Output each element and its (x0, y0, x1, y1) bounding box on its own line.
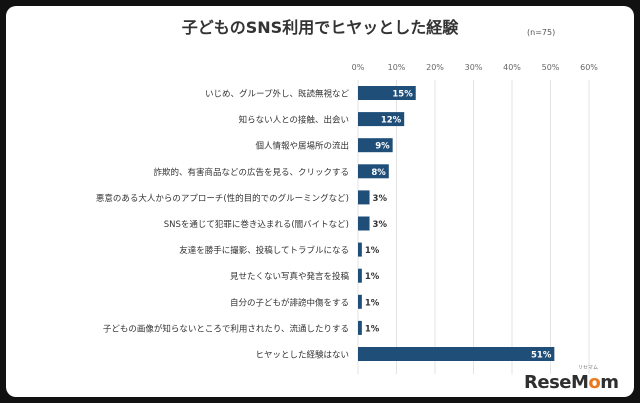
value-label: 1% (365, 246, 380, 256)
bar (358, 320, 362, 335)
bar (358, 294, 362, 309)
value-label: 51% (531, 351, 552, 361)
bar (358, 112, 405, 127)
x-tick-label: 60% (580, 63, 598, 72)
brand-logo: ReseMom (524, 372, 619, 393)
value-label: 8% (371, 168, 386, 178)
brand-tag: リセマム (578, 365, 599, 371)
category-label: 個人情報や居場所の流出 (255, 141, 349, 152)
x-tick-label: 40% (503, 63, 521, 72)
category-label: 悪意のある大人からのアプローチ(性的目的でのグルーミングなど) (96, 193, 349, 204)
x-tick-label: 10% (388, 63, 406, 72)
bar (358, 216, 370, 231)
brand-accent-letter: o (588, 372, 601, 393)
value-label: 1% (365, 324, 380, 334)
value-label: 3% (373, 220, 388, 230)
value-label: 3% (373, 194, 388, 204)
bar (358, 268, 362, 283)
bar (358, 242, 362, 257)
value-label: 1% (365, 272, 380, 282)
value-label: 9% (375, 142, 390, 152)
brand-name: ReseMom (524, 372, 619, 393)
x-tick-label: 20% (426, 63, 444, 72)
bar (358, 190, 370, 205)
sample-size-note: (n=75) (527, 28, 556, 37)
bar (358, 86, 416, 100)
category-label: 見せたくない写真や発言を投稿 (230, 271, 350, 282)
category-label: 子どもの画像が知らないところで利用されたり、流通したりする (103, 323, 349, 334)
category-label: 詐欺的、有害商品などの広告を見る、クリックする (153, 167, 349, 178)
bar (358, 347, 555, 361)
bar (358, 138, 393, 153)
x-tick-label: 0% (352, 63, 365, 72)
category-label: 知らない人との接触、出会い (239, 115, 349, 126)
chart-card (6, 6, 634, 397)
category-label: SNSを通じて犯罪に巻き込まれる(闇バイトなど) (164, 219, 349, 230)
value-label: 1% (365, 298, 380, 308)
chart-title: 子どものSNS利用でヒヤッとした経験 (181, 18, 459, 37)
x-tick-label: 30% (465, 63, 483, 72)
category-label: 自分の子どもが誹謗中傷をする (230, 297, 349, 308)
value-label: 12% (381, 116, 402, 126)
value-label: 15% (392, 90, 413, 100)
category-label: いじめ、グループ外し、既読無視など (205, 89, 349, 100)
bar (358, 164, 389, 179)
x-tick-label: 50% (542, 63, 560, 72)
category-label: 友達を勝手に撮影、投稿してトラブルになる (179, 245, 349, 256)
category-label: ヒヤッとした経験はない (255, 350, 349, 361)
